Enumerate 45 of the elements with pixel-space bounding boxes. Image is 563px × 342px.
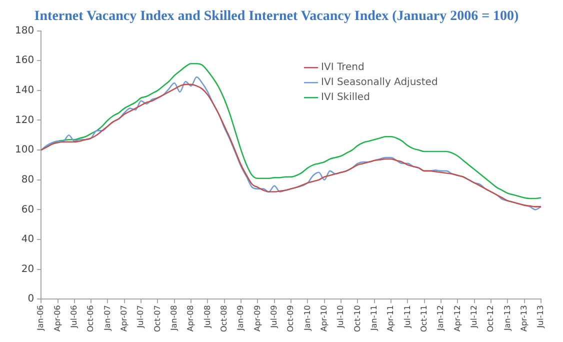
x-tick-label: Oct-11 <box>419 305 428 332</box>
x-tick-label: Oct-06 <box>86 305 96 332</box>
x-tick-label: Oct-12 <box>486 305 496 332</box>
y-tick-label: 20 <box>21 264 34 275</box>
x-tick-label: Jan-08 <box>169 305 178 332</box>
x-tick-label: Jul-13 <box>536 305 546 329</box>
y-tick-label: 120 <box>14 114 34 126</box>
y-tick-label: 160 <box>14 55 34 66</box>
x-tick-label: Jan-11 <box>369 305 378 332</box>
x-tick-label: Oct-10 <box>352 305 362 332</box>
x-tick-label: Jan-09 <box>236 305 246 332</box>
y-tick-label: 0 <box>28 294 34 305</box>
y-tick-label: 100 <box>14 144 34 156</box>
x-tick-label: Jul-07 <box>136 305 146 329</box>
x-tick-label: Jul-08 <box>202 305 212 329</box>
x-tick-label: Jul-10 <box>336 305 346 329</box>
y-tick-label: 60 <box>21 204 34 216</box>
x-tick-label: Apr-13 <box>519 305 528 332</box>
x-tick-label: Jan-07 <box>102 305 112 332</box>
y-tick-label: 80 <box>21 174 34 186</box>
x-tick-label: Jan-13 <box>502 305 512 332</box>
x-tick-label: Apr-11 <box>386 305 396 332</box>
x-tick-label: Apr-08 <box>186 305 196 332</box>
x-tick-label: Jan-10 <box>302 305 312 332</box>
x-tick-label: Apr-10 <box>319 305 328 332</box>
x-tick-label: Jan-06 <box>36 305 46 332</box>
legend-label: IVI Trend <box>321 62 364 74</box>
x-tick-label: Apr-12 <box>452 305 462 332</box>
y-tick-label: 40 <box>21 234 34 246</box>
x-tick-label: Oct-07 <box>152 305 162 332</box>
x-tick-label: Jul-06 <box>69 305 78 329</box>
x-tick-label: Oct-09 <box>286 305 296 332</box>
x-tick-label: Apr-09 <box>252 305 262 332</box>
chart-title: Internet Vacancy Index and Skilled Internet Vacancy Index (January 2006 = 100) <box>34 9 520 24</box>
x-tick-label: Jan-12 <box>436 305 446 332</box>
x-tick-label: Oct-08 <box>219 305 228 332</box>
x-tick-label: Apr-06 <box>52 305 62 332</box>
legend-label: IVI Skilled <box>321 92 370 104</box>
x-tick-label: Jul-12 <box>469 305 478 329</box>
x-tick-label: Jul-09 <box>269 305 278 329</box>
x-tick-label: Apr-07 <box>119 305 128 332</box>
legend-label: IVI Seasonally Adjusted <box>321 77 438 88</box>
x-tick-label: Jul-11 <box>402 305 412 329</box>
y-tick-label: 140 <box>14 85 34 96</box>
y-tick-label: 180 <box>14 25 34 36</box>
